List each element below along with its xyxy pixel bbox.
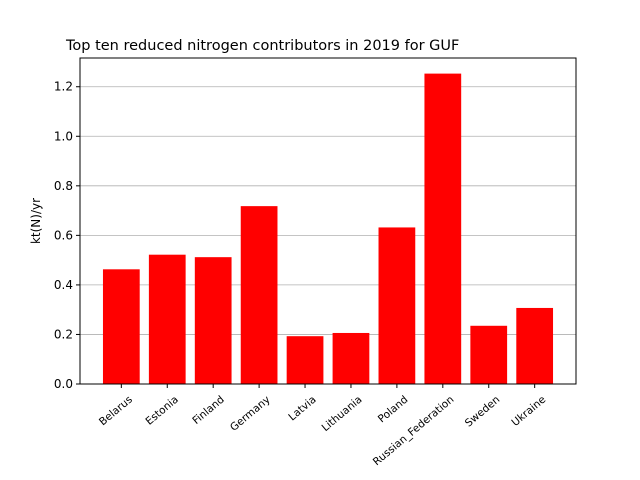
y-tick-label: 0.4 <box>54 278 73 292</box>
bar-belarus <box>102 269 140 384</box>
x-tick-label: Sweden <box>463 394 503 430</box>
y-tick-label: 0.2 <box>54 327 73 341</box>
y-tick-label: 0.8 <box>54 179 73 193</box>
x-axis-ticks: Belarus Estonia Finland Germany Latvia Lithua… <box>97 384 548 468</box>
bar-latvia <box>286 336 324 384</box>
bar-ukraine <box>516 307 554 384</box>
y-axis-label: kt(N)/yr <box>29 198 43 244</box>
x-tick-label: Latvia <box>286 394 318 424</box>
bar-finland <box>194 257 232 384</box>
bars <box>102 73 554 384</box>
y-axis-ticks: 0.0 0.2 0.4 0.6 0.8 1.0 1.2 <box>54 80 80 391</box>
y-tick-label: 0.6 <box>54 228 73 242</box>
bar-germany <box>240 206 278 384</box>
plot-frame <box>79 57 577 385</box>
chart-title: Top ten reduced nitrogen contributors in… <box>65 38 459 54</box>
x-tick-label: Estonia <box>143 394 180 428</box>
y-tick-label: 0.0 <box>54 377 73 391</box>
bar-lithuania <box>332 332 370 384</box>
x-tick-label: Belarus <box>97 394 135 429</box>
x-tick-label: Poland <box>376 394 411 426</box>
x-tick-label: Ukraine <box>509 394 548 429</box>
x-tick-label: Russian_Federation <box>371 394 457 468</box>
x-tick-label: Germany <box>228 394 273 434</box>
bar-poland <box>378 227 416 384</box>
y-tick-label: 1.0 <box>54 129 73 143</box>
x-tick-label: Lithuania <box>320 394 365 434</box>
x-tick-label: Finland <box>190 394 226 427</box>
bar-sweden <box>470 325 508 384</box>
bar-russian-federation <box>424 73 462 384</box>
y-tick-label: 1.2 <box>54 80 73 94</box>
bar-estonia <box>148 254 186 384</box>
